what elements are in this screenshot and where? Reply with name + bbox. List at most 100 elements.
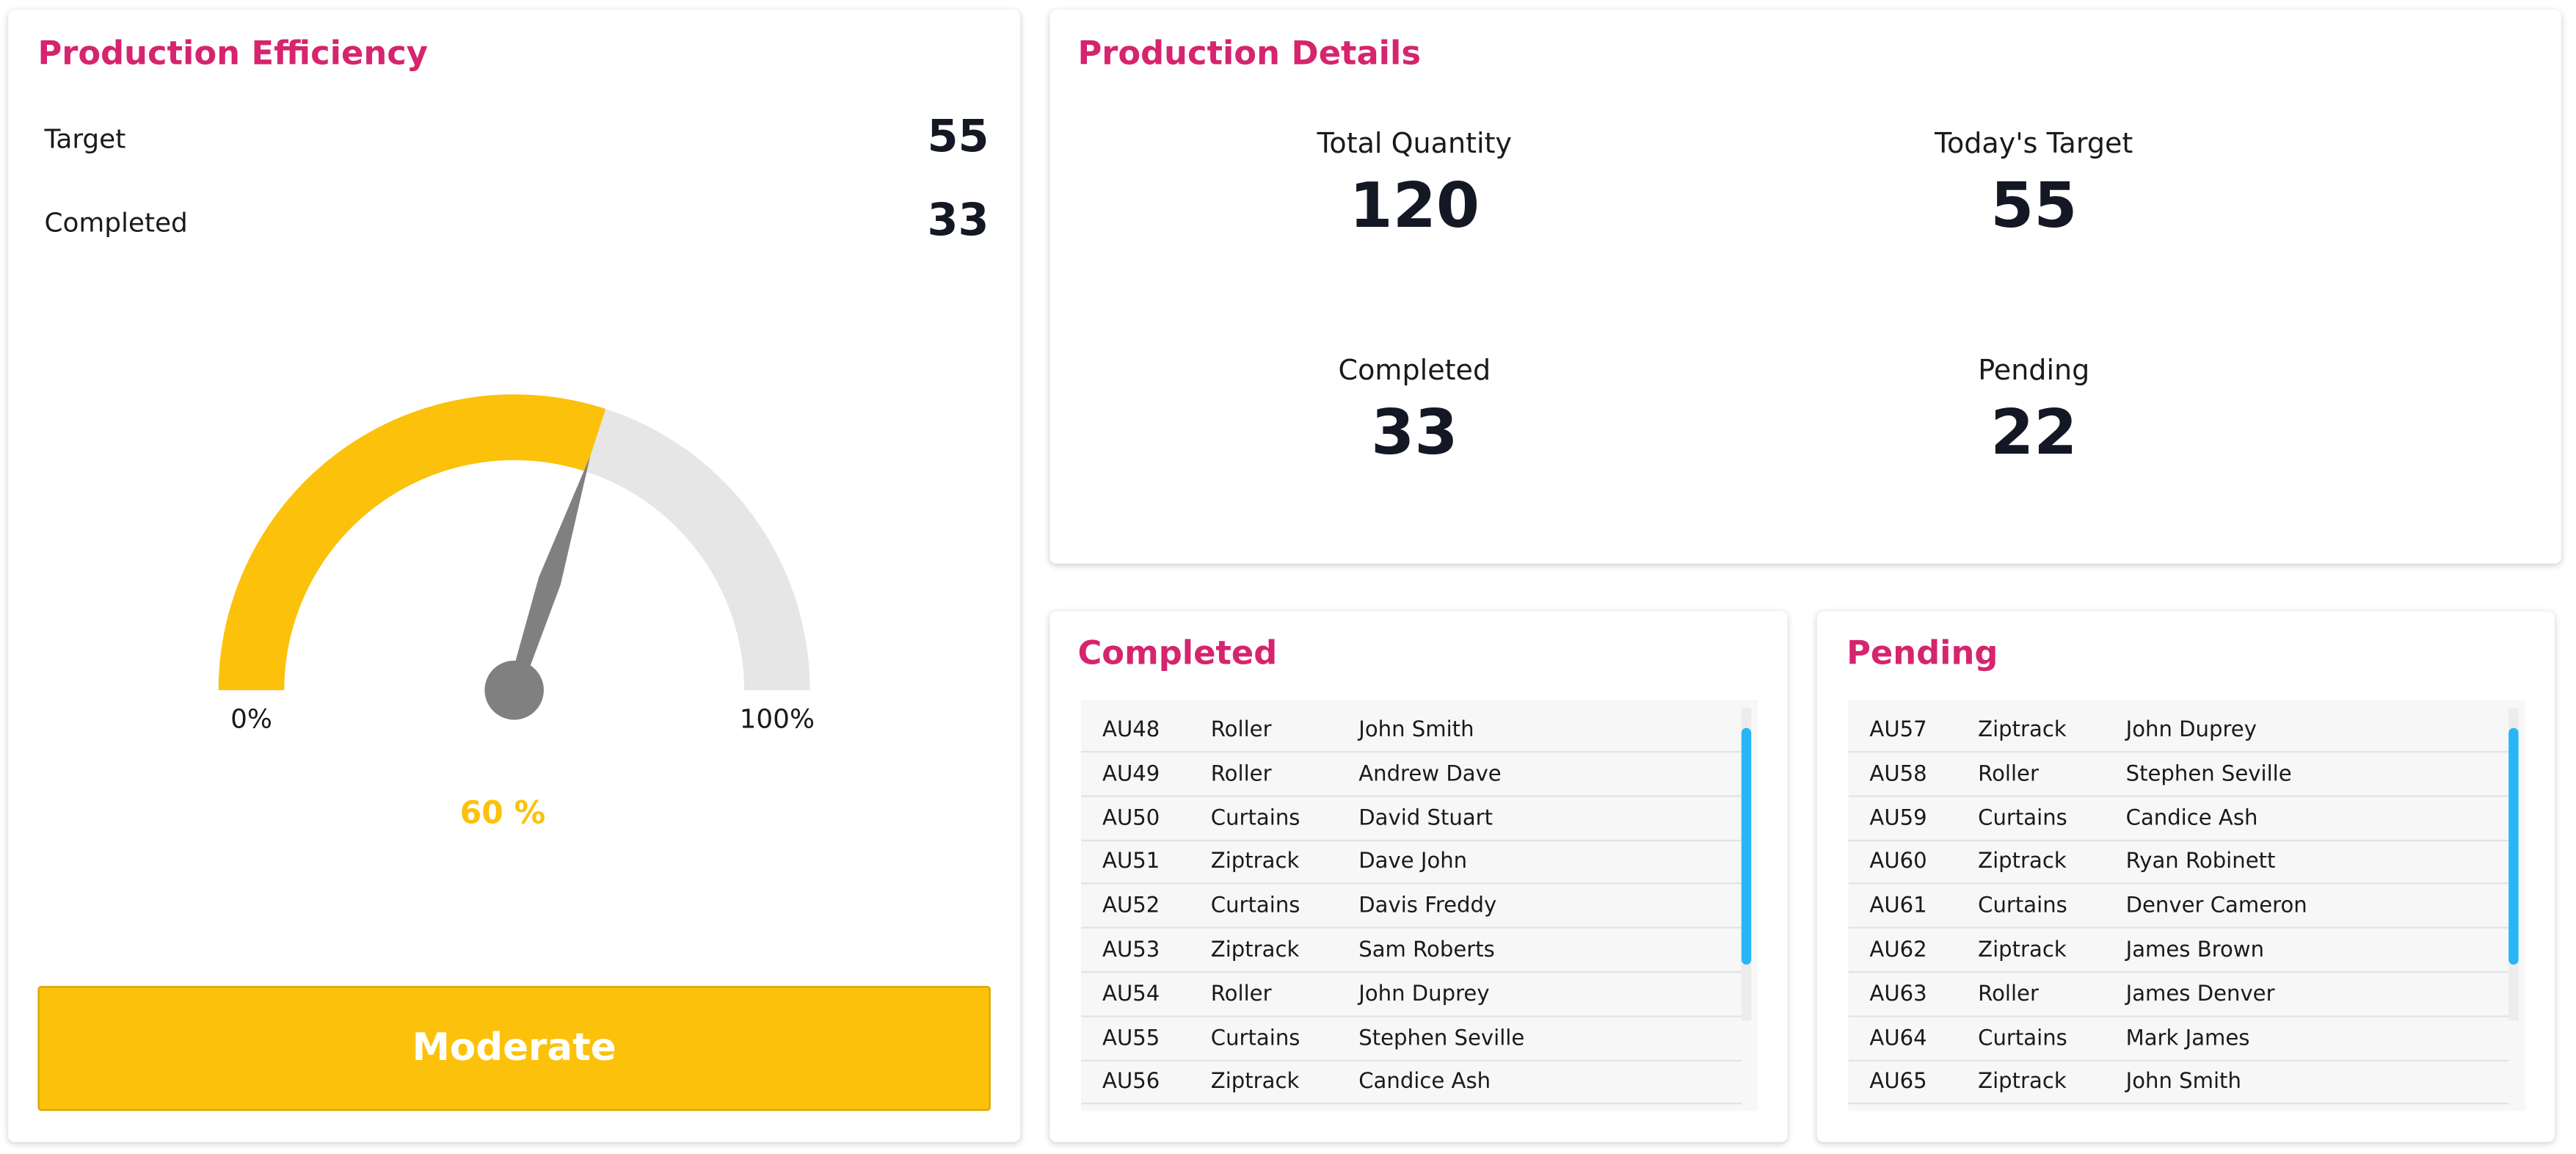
table-cell: AU59	[1869, 806, 1927, 831]
gauge-fill	[218, 394, 606, 691]
table-cell: Curtains	[1978, 806, 2067, 831]
table-row: AU63 Roller James Denver	[1848, 973, 2509, 1017]
table-cell: AU49	[1102, 762, 1160, 787]
scroll-thumb[interactable]	[2508, 727, 2519, 965]
table-cell: James Brown	[2125, 938, 2265, 963]
table-row: AU65 Ziptrack John Smith	[1848, 1061, 2509, 1106]
stat-label: Completed	[1338, 355, 1491, 388]
table-cell: Roller	[1210, 718, 1272, 743]
table-row: AU55 Curtains Stephen Seville	[1080, 1017, 1742, 1062]
completed-card: Completed AU48 Roller John Smith AU49 Roller…	[1049, 611, 1788, 1142]
table-cell: Candice Ash	[2125, 806, 2258, 831]
card-title: Pending	[1847, 632, 1998, 672]
table-cell: Ziptrack	[1210, 938, 1300, 963]
table-row: AU62 Ziptrack James Brown	[1848, 929, 2509, 973]
stat-value: 33	[1371, 396, 1458, 468]
gauge-value-label: 60 %	[459, 795, 546, 832]
stat-label: Today's Target	[1935, 128, 2133, 162]
table-cell: Stephen Seville	[1358, 1026, 1525, 1051]
row-value: 33	[927, 195, 989, 247]
gauge: 0% 100%	[218, 394, 815, 735]
table-cell: Sam Roberts	[1358, 938, 1495, 963]
table-row: AU50 Curtains David Stuart	[1080, 796, 1742, 841]
stat-value: 22	[1990, 396, 2078, 468]
table-cell: AU62	[1869, 938, 1927, 963]
table-cell: Roller	[1978, 762, 2039, 787]
table-row: AU61 Curtains Denver Cameron	[1848, 885, 2509, 929]
table-cell: Roller	[1978, 982, 2039, 1007]
stat-label: Total Quantity	[1317, 128, 1513, 162]
efficiency-card: Production Efficiency Target 55 Complete…	[8, 10, 1021, 1142]
table-cell: Curtains	[1210, 1026, 1300, 1051]
table-cell: Ziptrack	[1978, 718, 2067, 743]
table-row: AU57 Ziptrack John Duprey	[1848, 708, 2509, 753]
table-row: AU52 Curtains Davis Freddy	[1080, 885, 1742, 929]
card-title: Production Efficiency	[37, 32, 428, 73]
table-row: AU56 Ziptrack Candice Ash	[1080, 1061, 1742, 1106]
table-cell: AU57	[1869, 718, 1927, 743]
details-card: Production Details Total Quantity 120 Toda…	[1049, 10, 2561, 564]
table-cell: James Denver	[2125, 982, 2275, 1007]
pending-card: Pending AU57 Ziptrack John Duprey AU58 Rolle…	[1816, 611, 2555, 1142]
table-row: AU49 Roller Andrew Dave	[1080, 752, 1742, 797]
table-cell: Candice Ash	[1358, 1070, 1491, 1095]
table: AU48 Roller John Smith AU49 Roller Andrew Dav…	[1080, 700, 1758, 1111]
table-cell: Mark James	[2125, 1026, 2250, 1051]
stat-value: 55	[1990, 169, 2078, 242]
table-cell: AU54	[1102, 982, 1160, 1007]
status-button[interactable]: Moderate	[37, 986, 991, 1111]
gauge-tick-label: 100%	[740, 705, 815, 735]
row-value: 55	[927, 112, 989, 163]
table-cell: AU53	[1102, 938, 1160, 963]
table-row: AU53 Ziptrack Sam Roberts	[1080, 929, 1742, 973]
table-cell: Andrew Dave	[1358, 762, 1502, 787]
table-cell: Ziptrack	[1978, 850, 2067, 875]
table-row: AU51 Ziptrack Dave John	[1080, 841, 1742, 885]
table-cell: Curtains	[1210, 894, 1300, 919]
table-cell: AU48	[1102, 718, 1160, 743]
table-cell: Curtains	[1978, 894, 2067, 919]
gauge-needle	[508, 455, 591, 692]
table-row: AU59 Curtains Candice Ash	[1848, 796, 2509, 841]
table-row: AU48 Roller John Smith	[1080, 708, 1742, 753]
table-cell: Denver Cameron	[2125, 894, 2307, 919]
row-label: Completed	[44, 207, 188, 239]
table-cell: Curtains	[1210, 806, 1300, 831]
stat-label: Pending	[1978, 355, 2090, 388]
table-cell: AU51	[1102, 850, 1160, 875]
table-cell: Roller	[1210, 762, 1272, 787]
table-cell: AU65	[1869, 1070, 1927, 1095]
table-row: AU60 Ziptrack Ryan Robinett	[1848, 841, 2509, 885]
table-row: AU64 Curtains Mark James	[1848, 1017, 2509, 1062]
table-cell: Stephen Seville	[2125, 762, 2292, 787]
table-cell: David Stuart	[1358, 806, 1493, 831]
table-cell: Ryan Robinett	[2125, 850, 2276, 875]
table-cell: Ziptrack	[1978, 938, 2067, 963]
table-row: AU58 Roller Stephen Seville	[1848, 752, 2509, 797]
table-cell: AU58	[1869, 762, 1927, 787]
table-cell: Roller	[1210, 982, 1272, 1007]
table-cell: John Smith	[1358, 718, 1474, 743]
stat-value: 120	[1349, 169, 1480, 242]
table-cell: Ziptrack	[1210, 850, 1300, 875]
table-cell: Davis Freddy	[1358, 894, 1497, 919]
table-cell: John Smith	[2125, 1070, 2241, 1095]
gauge-hub	[484, 660, 544, 720]
table-cell: Ziptrack	[1978, 1070, 2067, 1095]
table-cell: AU55	[1102, 1026, 1160, 1051]
table-cell: John Duprey	[1358, 982, 1490, 1007]
table-cell: John Duprey	[2125, 718, 2257, 743]
card-title: Completed	[1077, 632, 1278, 672]
table-cell: AU63	[1869, 982, 1927, 1007]
table-cell: AU61	[1869, 894, 1927, 919]
scroll-thumb[interactable]	[1741, 727, 1752, 965]
table-cell: AU56	[1102, 1070, 1160, 1095]
table: AU57 Ziptrack John Duprey AU58 Roller Stephen…	[1848, 700, 2525, 1111]
table-cell: AU60	[1869, 850, 1927, 875]
table-cell: AU52	[1102, 894, 1160, 919]
table-cell: Curtains	[1978, 1026, 2067, 1051]
card-title: Production Details	[1077, 32, 1422, 73]
row-label: Target	[44, 123, 126, 155]
table-cell: Ziptrack	[1210, 1070, 1300, 1095]
